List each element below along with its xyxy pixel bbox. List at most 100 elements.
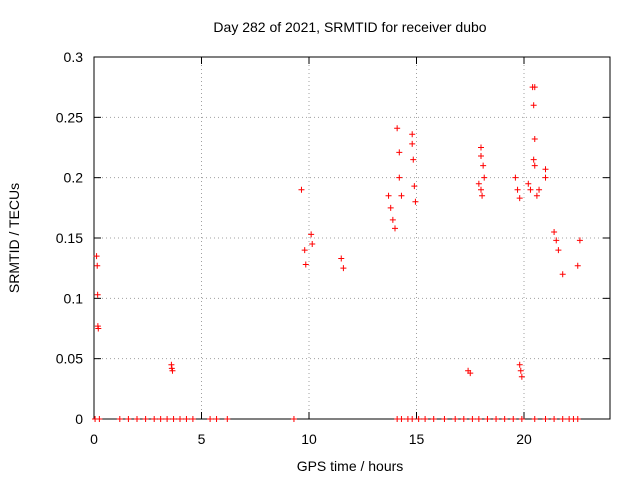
data-point xyxy=(308,231,315,238)
data-point xyxy=(213,416,220,422)
data-point xyxy=(469,416,476,422)
data-point xyxy=(189,416,196,422)
x-tick-label: 15 xyxy=(409,431,425,447)
x-tick-label: 0 xyxy=(90,431,98,447)
data-point xyxy=(542,174,549,181)
data-point xyxy=(531,162,538,169)
data-point xyxy=(531,416,538,422)
data-point xyxy=(551,228,558,235)
data-point xyxy=(576,237,583,244)
data-point xyxy=(475,416,482,422)
data-point xyxy=(157,416,164,422)
data-point xyxy=(422,416,429,422)
data-point xyxy=(183,416,190,422)
x-axis-label: GPS time / hours xyxy=(297,458,404,474)
y-tick-label: 0.15 xyxy=(56,230,83,246)
data-point xyxy=(493,416,500,422)
data-point xyxy=(412,198,419,205)
data-point xyxy=(481,174,488,181)
data-point xyxy=(94,262,101,269)
data-point xyxy=(542,416,549,422)
x-tick-labels: 0 5 10 15 20 xyxy=(90,431,532,447)
data-point xyxy=(392,225,398,232)
data-point xyxy=(555,247,562,254)
data-point xyxy=(574,262,581,269)
data-point xyxy=(398,192,405,199)
data-point xyxy=(452,416,459,422)
data-point xyxy=(298,186,305,193)
data-point xyxy=(224,416,231,422)
y-tick-label: 0 xyxy=(75,411,83,427)
chart-title: Day 282 of 2021, SRMTID for receiver dub… xyxy=(213,19,486,35)
data-point xyxy=(398,416,405,422)
data-point xyxy=(510,416,517,422)
data-point xyxy=(480,162,487,169)
data-point xyxy=(134,416,140,422)
x-tick-label: 5 xyxy=(198,431,206,447)
data-point xyxy=(302,261,309,268)
data-point xyxy=(559,416,566,422)
data-point xyxy=(94,291,101,298)
y-tick-labels: 0 0.05 0.1 0.15 0.2 0.25 0.3 xyxy=(56,49,83,427)
data-point xyxy=(170,416,177,422)
data-point xyxy=(338,255,345,262)
data-point xyxy=(396,174,403,181)
data-point xyxy=(479,192,486,199)
data-point xyxy=(411,183,418,190)
data-point xyxy=(527,186,534,193)
data-point xyxy=(531,84,538,91)
data-point xyxy=(559,271,566,278)
data-point xyxy=(478,152,484,159)
data-point xyxy=(207,416,214,422)
data-point xyxy=(484,416,491,422)
data-point xyxy=(478,144,484,151)
data-point xyxy=(415,416,422,422)
axis-ticks xyxy=(93,56,610,420)
data-point xyxy=(177,416,183,422)
data-point xyxy=(530,156,537,163)
data-point xyxy=(430,416,437,422)
x-tick-label: 20 xyxy=(516,431,532,447)
data-point xyxy=(441,416,448,422)
data-point xyxy=(478,186,484,193)
data-point xyxy=(389,216,396,223)
y-tick-label: 0.1 xyxy=(64,290,84,306)
x-tick-label: 10 xyxy=(301,431,317,447)
data-point xyxy=(530,102,537,109)
data-point xyxy=(514,186,521,193)
data-point xyxy=(309,241,316,248)
y-axis-label: SRMTID / TECUs xyxy=(6,183,22,293)
data-point xyxy=(475,180,482,187)
data-point xyxy=(512,174,519,181)
data-point xyxy=(394,125,401,132)
y-tick-label: 0.3 xyxy=(64,49,84,65)
data-point xyxy=(536,186,543,193)
data-point xyxy=(340,265,347,272)
data-point xyxy=(516,195,523,202)
data-point xyxy=(409,140,416,147)
data-point xyxy=(409,416,416,422)
data-point xyxy=(169,367,176,374)
data-point xyxy=(95,325,102,332)
data-point xyxy=(542,166,549,173)
data-point xyxy=(396,149,403,156)
data-point xyxy=(125,416,132,422)
grid-lines xyxy=(94,57,610,419)
data-point xyxy=(531,136,538,143)
data-point xyxy=(93,253,100,260)
data-point xyxy=(460,416,467,422)
data-point xyxy=(501,416,508,422)
data-point xyxy=(551,416,558,422)
data-points xyxy=(92,84,583,422)
data-point xyxy=(96,416,103,422)
y-tick-label: 0.2 xyxy=(64,170,84,186)
data-point xyxy=(151,416,158,422)
data-point xyxy=(142,416,149,422)
data-point xyxy=(517,367,524,374)
data-point xyxy=(301,247,308,254)
data-point xyxy=(553,237,560,244)
data-point xyxy=(385,192,392,199)
data-point xyxy=(409,131,416,138)
data-point xyxy=(116,416,123,422)
